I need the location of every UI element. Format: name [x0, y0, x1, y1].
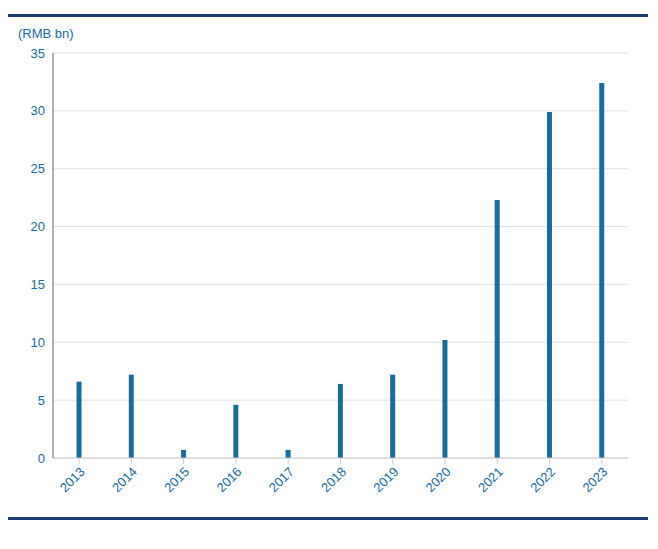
- svg-text:2015: 2015: [161, 464, 192, 495]
- svg-text:5: 5: [38, 393, 45, 408]
- svg-text:35: 35: [31, 46, 45, 61]
- svg-text:2019: 2019: [370, 464, 401, 495]
- svg-text:2017: 2017: [266, 464, 297, 495]
- svg-text:25: 25: [31, 161, 45, 176]
- svg-text:20: 20: [31, 219, 45, 234]
- svg-text:2022: 2022: [527, 464, 558, 495]
- svg-text:2013: 2013: [57, 464, 88, 495]
- svg-text:2016: 2016: [214, 464, 245, 495]
- html-text:(RMB bn): (RMB bn): [18, 26, 74, 41]
- svg-text:2021: 2021: [475, 464, 506, 495]
- svg-text:0: 0: [38, 451, 45, 466]
- svg-text:2018: 2018: [318, 464, 349, 495]
- svg-text:2020: 2020: [423, 464, 454, 495]
- svg-text:2014: 2014: [109, 464, 140, 495]
- svg-text:10: 10: [31, 335, 45, 350]
- svg-text:30: 30: [31, 103, 45, 118]
- svg-text:2023: 2023: [579, 464, 610, 495]
- svg-text:15: 15: [31, 277, 45, 292]
